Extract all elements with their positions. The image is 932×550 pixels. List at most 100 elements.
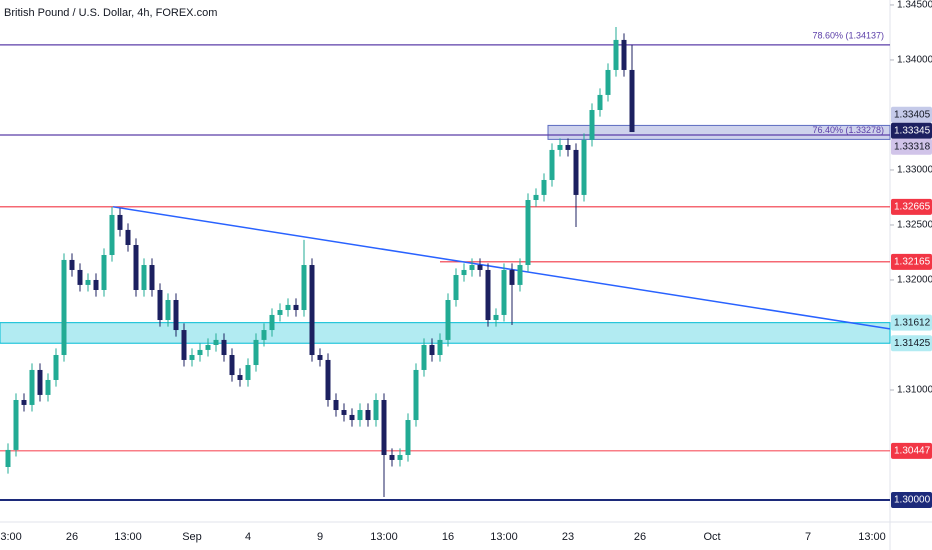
candle-body <box>45 379 51 395</box>
candle-body <box>549 149 555 180</box>
x-tick-label: 16 <box>442 531 454 543</box>
price-badge-label: 1.30447 <box>894 445 931 456</box>
candle-body <box>397 455 403 460</box>
candle-body <box>69 259 75 270</box>
candle-body <box>589 110 595 140</box>
price-badge-label: 1.32665 <box>894 201 931 212</box>
annotation: 78.60% (1.34137) <box>812 30 884 40</box>
price-badge <box>891 253 932 270</box>
candle-body <box>229 355 235 376</box>
candle-body <box>205 344 211 350</box>
x-tick-label: 4 <box>245 531 251 543</box>
candle-body <box>117 214 123 230</box>
price-badge <box>891 442 932 459</box>
chart-title: British Pound / U.S. Dollar, 4h, FOREX.c… <box>4 7 217 19</box>
x-tick-label: 26 <box>634 531 646 543</box>
candle-body <box>453 275 459 300</box>
candle-body <box>597 94 603 111</box>
candle-body <box>533 194 539 200</box>
price-badge <box>891 314 932 331</box>
candle-body <box>445 299 451 340</box>
y-tick-label: 1.32500 <box>897 220 932 231</box>
candle-body <box>341 410 347 415</box>
candle-body <box>77 269 83 285</box>
candle-body <box>13 399 19 450</box>
candle-body <box>317 355 323 360</box>
candle-body <box>557 144 563 150</box>
candle-body <box>109 214 115 256</box>
candle-body <box>165 299 171 321</box>
candle-body <box>245 365 251 380</box>
y-tick-label: 1.32000 <box>897 275 932 286</box>
x-tick-label: 13:00 <box>370 531 398 543</box>
candle-body <box>53 355 59 380</box>
candle-body <box>269 314 275 331</box>
candle-body <box>373 399 379 421</box>
x-tick-label: 26 <box>66 531 78 543</box>
y-tick-label: 1.34500 <box>897 0 932 11</box>
candle-body <box>101 255 107 290</box>
candle-body <box>189 355 195 360</box>
candle-body <box>573 149 579 195</box>
candle-body <box>613 39 619 70</box>
price-badge <box>891 335 932 352</box>
candle-body <box>581 139 587 195</box>
candle-body <box>461 269 467 276</box>
price-badge <box>891 138 932 155</box>
price-badge-label: 1.30000 <box>894 495 931 506</box>
candle-body <box>133 244 139 290</box>
candle-body <box>29 369 35 405</box>
candle-body <box>565 144 571 150</box>
annotation: 76.40% (1.33278) <box>812 125 884 135</box>
candle-body <box>309 265 315 356</box>
candle-body <box>365 410 371 421</box>
candle-body <box>277 310 283 315</box>
candle-body <box>325 359 331 400</box>
candle-body <box>493 314 499 321</box>
candle-body <box>421 344 427 370</box>
price-badge-label: 1.33345 <box>894 125 931 136</box>
candle-body <box>301 265 307 311</box>
candle-body <box>477 265 483 270</box>
candle-body <box>621 39 627 70</box>
candle-body <box>501 269 507 315</box>
x-tick-label: Oct <box>703 531 720 543</box>
candle-body <box>285 304 291 311</box>
candle-body <box>541 179 547 195</box>
candle-body <box>173 299 179 331</box>
x-tick-label: 13:00 <box>114 531 142 543</box>
y-tick-label: 1.33000 <box>897 165 932 176</box>
candle-body <box>85 279 91 285</box>
candle-body <box>141 265 147 290</box>
price-badge <box>891 198 932 215</box>
candle-body <box>93 279 99 290</box>
candle-body <box>413 369 419 421</box>
candle-body <box>605 69 611 95</box>
candle-body <box>37 369 43 395</box>
price-badge-label: 1.33318 <box>894 141 931 152</box>
candle-body <box>5 449 11 467</box>
candle-body <box>253 339 259 366</box>
price-badge-label: 1.32165 <box>894 256 931 267</box>
candle-body <box>237 375 243 380</box>
y-tick-label: 1.31000 <box>897 385 932 396</box>
candle-body <box>389 455 395 460</box>
price-badge-label: 1.33405 <box>894 109 931 120</box>
candle-body <box>157 289 163 321</box>
x-tick-label: 7 <box>805 531 811 543</box>
candle-body <box>381 399 387 456</box>
price-badge <box>891 106 932 123</box>
candle-body <box>261 330 267 340</box>
x-tick-label: 13:00 <box>0 531 22 543</box>
candle-body <box>629 69 635 133</box>
candle-body <box>349 414 355 421</box>
candle-body <box>429 344 435 356</box>
candle-body <box>213 339 219 345</box>
candle-body <box>293 304 299 311</box>
candle-body <box>437 339 443 356</box>
y-tick-label: 1.34000 <box>897 55 932 66</box>
candle-body <box>357 410 363 421</box>
candle-body <box>181 330 187 360</box>
candle-body <box>61 259 67 356</box>
